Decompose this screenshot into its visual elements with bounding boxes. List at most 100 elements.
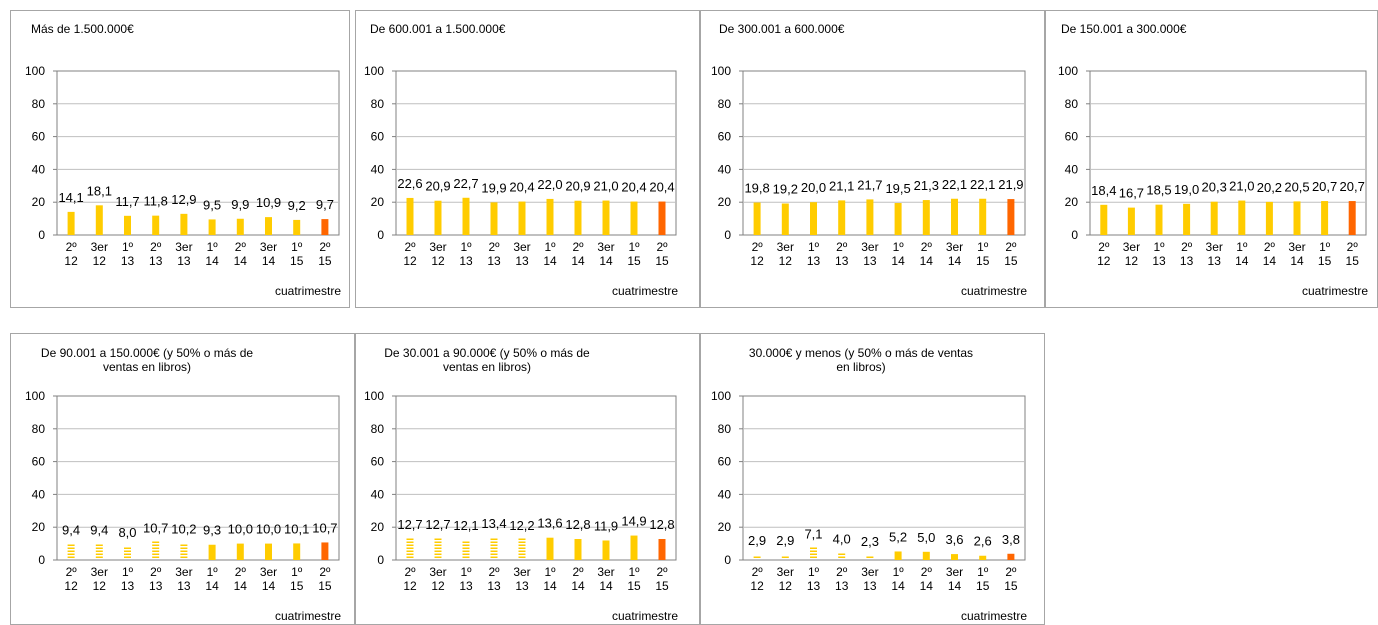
x-tick-label: 2º 12 bbox=[403, 565, 417, 593]
data-label: 22,1 bbox=[942, 177, 967, 192]
bar bbox=[838, 553, 846, 558]
data-label: 20,9 bbox=[425, 179, 450, 194]
data-label: 10,0 bbox=[228, 522, 253, 537]
x-tick-label: 2º 15 bbox=[655, 240, 669, 268]
x-tick-label: 2º 15 bbox=[318, 240, 332, 268]
data-label: 2,9 bbox=[776, 533, 794, 548]
y-tick-label: 100 bbox=[25, 389, 45, 403]
bar bbox=[293, 543, 301, 560]
x-tick-label: 1º 13 bbox=[807, 565, 821, 593]
y-tick-label: 60 bbox=[718, 455, 732, 469]
bar bbox=[406, 538, 414, 558]
y-tick-label: 80 bbox=[371, 422, 385, 436]
data-label: 8,0 bbox=[118, 525, 136, 540]
x-tick-label: 2º 14 bbox=[571, 565, 585, 593]
bar bbox=[265, 543, 272, 560]
y-tick-label: 40 bbox=[371, 162, 385, 176]
y-tick-label: 0 bbox=[377, 228, 384, 242]
chart-title: 30.000€ y menos (y 50% o más de ventas en… bbox=[749, 346, 973, 374]
bar bbox=[810, 547, 817, 558]
bar bbox=[951, 198, 958, 235]
bar bbox=[753, 556, 761, 558]
bar bbox=[866, 556, 874, 558]
bar bbox=[462, 541, 470, 558]
x-tick-label: 1º 13 bbox=[1152, 240, 1166, 268]
bar bbox=[208, 544, 216, 560]
y-tick-label: 60 bbox=[371, 130, 385, 144]
bar bbox=[979, 198, 987, 235]
chart-panel-150001-300000: De 150.001 a 300.000€ 0 20 40 60 80 100 18,4 2º 1… bbox=[1045, 10, 1378, 308]
bar bbox=[1183, 203, 1191, 235]
data-label: 20,2 bbox=[1257, 180, 1282, 195]
bar bbox=[1265, 201, 1273, 235]
x-tick-label: 3er 14 bbox=[946, 565, 963, 593]
bar bbox=[518, 538, 526, 558]
x-tick-label: 1º 13 bbox=[459, 565, 473, 593]
y-tick-label: 100 bbox=[711, 64, 731, 78]
bar-highlight bbox=[321, 542, 329, 560]
data-label: 13,6 bbox=[537, 516, 562, 531]
bar bbox=[546, 537, 554, 560]
x-tick-label: 3er 13 bbox=[513, 565, 530, 593]
bar-highlight bbox=[321, 219, 329, 235]
bar bbox=[753, 202, 761, 235]
data-label: 9,4 bbox=[90, 523, 108, 538]
data-label: 10,1 bbox=[284, 521, 309, 536]
y-tick-label: 80 bbox=[32, 422, 46, 436]
data-label: 19,5 bbox=[885, 181, 910, 196]
plot-area bbox=[395, 395, 677, 561]
bar bbox=[630, 535, 638, 560]
x-tick-label: 2º 14 bbox=[571, 240, 585, 268]
chart-panel-90001-150000: De 90.001 a 150.000€ (y 50% o más de vent… bbox=[10, 333, 355, 625]
data-label: 20,4 bbox=[649, 180, 674, 195]
data-label: 7,1 bbox=[804, 526, 822, 541]
bar bbox=[152, 215, 160, 235]
plot-area bbox=[742, 395, 1026, 561]
y-tick-label: 100 bbox=[25, 64, 45, 78]
chart-svg: De 150.001 a 300.000€ 0 20 40 60 80 100 18,4 2º 1… bbox=[1058, 22, 1368, 298]
x-tick-label: 3er 13 bbox=[175, 565, 192, 593]
data-label: 11,8 bbox=[144, 194, 168, 209]
bar bbox=[406, 197, 414, 235]
bar bbox=[434, 538, 442, 558]
x-tick-label: 1º 15 bbox=[1318, 240, 1332, 268]
data-label: 19,0 bbox=[1174, 182, 1199, 197]
data-label: 9,9 bbox=[231, 197, 249, 212]
bar bbox=[1127, 207, 1135, 235]
x-axis-title: cuatrimestre bbox=[961, 609, 1027, 623]
bar bbox=[180, 544, 188, 558]
bar bbox=[152, 541, 160, 558]
bar-highlight bbox=[1348, 201, 1356, 235]
x-tick-label: 3er 12 bbox=[91, 240, 108, 268]
data-label: 22,7 bbox=[453, 176, 478, 191]
y-tick-label: 40 bbox=[718, 487, 732, 501]
data-label: 19,8 bbox=[744, 181, 769, 196]
plot-area bbox=[1089, 70, 1367, 236]
x-tick-label: 2º 13 bbox=[835, 240, 849, 268]
x-tick-label: 1º 15 bbox=[290, 565, 304, 593]
bar-highlight bbox=[1007, 199, 1015, 235]
y-tick-label: 0 bbox=[38, 553, 45, 567]
x-tick-label: 3er 14 bbox=[260, 240, 277, 268]
data-label: 5,0 bbox=[917, 530, 935, 545]
data-label: 9,3 bbox=[203, 523, 221, 538]
data-label: 12,8 bbox=[649, 517, 674, 532]
chart-svg: De 90.001 a 150.000€ (y 50% o más de vent… bbox=[25, 346, 341, 623]
x-tick-label: 1º 14 bbox=[543, 565, 557, 593]
x-tick-label: 2º 12 bbox=[403, 240, 417, 268]
chart-svg: 30.000€ y menos (y 50% o más de ventas en… bbox=[711, 346, 1027, 623]
x-tick-label: 1º 15 bbox=[290, 240, 304, 268]
chart-svg: Más de 1.500.000€ 0 20 40 60 80 100 14,1 2º 12 18,… bbox=[25, 22, 341, 298]
y-tick-label: 20 bbox=[371, 195, 385, 209]
bar bbox=[546, 198, 554, 235]
bar bbox=[265, 217, 272, 235]
chart-title: De 300.001 a 600.000€ bbox=[719, 22, 845, 36]
data-label: 20,4 bbox=[621, 180, 646, 195]
data-label: 20,7 bbox=[1312, 179, 1337, 194]
data-label: 18,1 bbox=[87, 183, 112, 198]
bar bbox=[922, 551, 930, 560]
data-label: 20,7 bbox=[1340, 179, 1365, 194]
chart-panel-30000-y-menos: 30.000€ y menos (y 50% o más de ventas en… bbox=[700, 333, 1045, 625]
data-label: 2,9 bbox=[748, 533, 766, 548]
bar bbox=[602, 540, 610, 560]
